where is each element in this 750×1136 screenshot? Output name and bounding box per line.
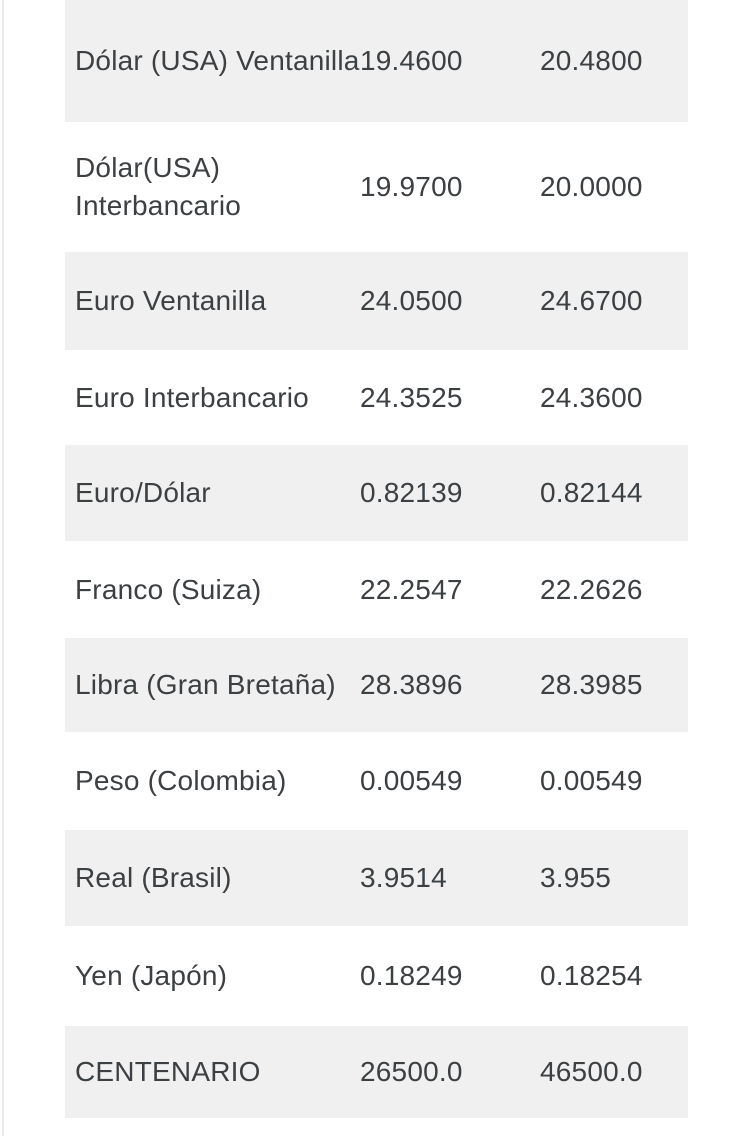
table-row: Libra (Gran Bretaña) 28.3896 28.3985 xyxy=(65,638,688,732)
left-edge-hairline xyxy=(2,0,4,1136)
rate2-value: 3.955 xyxy=(540,862,612,893)
table-row: Franco (Suiza) 22.2547 22.2626 xyxy=(65,541,688,638)
rate1-value: 22.2547 xyxy=(360,573,463,605)
rate2-value: 24.3600 xyxy=(540,381,643,413)
rate1-value: 19.9700 xyxy=(360,171,463,202)
table-row: CENTENARIO 26500.0 46500.0 xyxy=(65,1026,688,1118)
table-row: Euro Interbancario 24.3525 24.3600 xyxy=(65,350,688,445)
rate1-value: 24.0500 xyxy=(360,285,463,316)
currency-name-label: Euro Ventanilla xyxy=(75,285,267,316)
rate1-value: 28.3896 xyxy=(360,669,463,700)
table-row: Peso (Colombia) 0.00549 0.00549 xyxy=(65,732,688,830)
rate2-value: 20.4800 xyxy=(540,45,643,76)
currency-name-label: Franco (Suiza) xyxy=(75,573,262,605)
rate1-value: 0.18249 xyxy=(360,960,463,991)
rate2-value: 46500.0 xyxy=(540,1056,643,1087)
rate2-value: 22.2626 xyxy=(540,573,643,605)
exchange-rates-table: Dólar (USA) Ventanilla 19.4600 20.4800 D… xyxy=(65,0,688,1118)
rate2-value: 28.3985 xyxy=(540,669,643,700)
rate1-value: 24.3525 xyxy=(360,381,463,413)
currency-name-label: Peso (Colombia) xyxy=(75,765,287,796)
rate2-value: 0.18254 xyxy=(540,960,643,991)
table-row: Euro/Dólar 0.82139 0.82144 xyxy=(65,445,688,541)
rate1-value: 19.4600 xyxy=(360,45,463,76)
table-row: Yen (Japón) 0.18249 0.18254 xyxy=(65,926,688,1026)
table-row: Euro Ventanilla 24.0500 24.6700 xyxy=(65,252,688,350)
rate2-value: 24.6700 xyxy=(540,285,643,316)
currency-name-label: Real (Brasil) xyxy=(75,862,232,893)
table-row: Dólar(USA) Interbancario 19.9700 20.0000 xyxy=(65,122,688,252)
currency-name-label: Dólar(USA) Interbancario xyxy=(75,152,242,221)
currency-name-label: Euro Interbancario xyxy=(75,381,309,413)
rate1-value: 0.00549 xyxy=(360,765,463,796)
rate2-value: 0.00549 xyxy=(540,765,643,796)
rate1-value: 26500.0 xyxy=(360,1056,463,1087)
currency-name-label: Libra (Gran Bretaña) xyxy=(75,669,336,700)
currency-name-label: Yen (Japón) xyxy=(75,960,228,991)
currency-name-label: Dólar (USA) Ventanilla xyxy=(75,45,360,76)
currency-name-label: CENTENARIO xyxy=(75,1056,261,1087)
table-row: Dólar (USA) Ventanilla 19.4600 20.4800 xyxy=(65,0,688,122)
rate2-value: 0.82144 xyxy=(540,477,643,508)
table-row: Real (Brasil) 3.9514 3.955 xyxy=(65,830,688,926)
rate1-value: 3.9514 xyxy=(360,862,447,893)
rate1-value: 0.82139 xyxy=(360,477,463,508)
rate2-value: 20.0000 xyxy=(540,171,643,202)
currency-name-label: Euro/Dólar xyxy=(75,477,211,508)
